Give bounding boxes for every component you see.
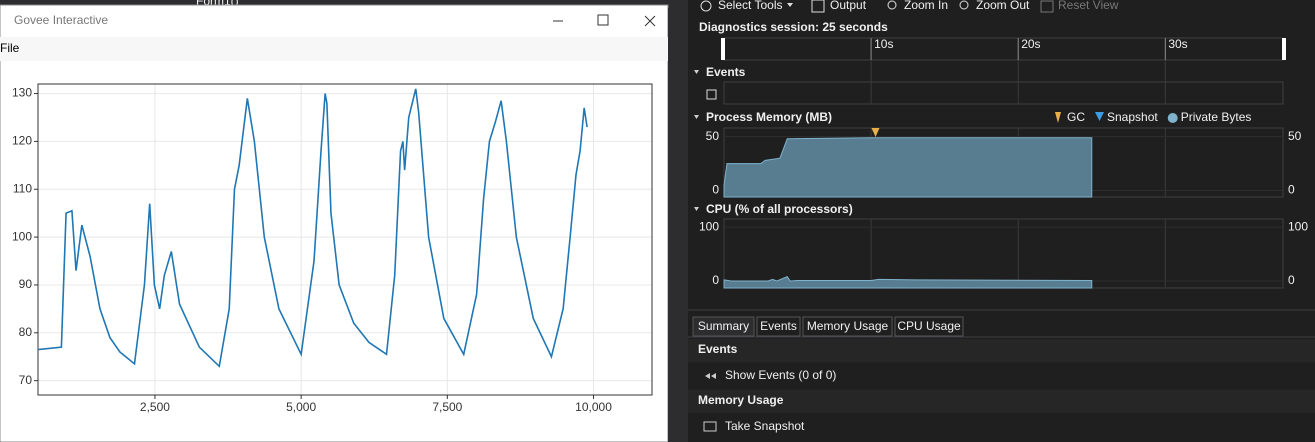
plot-area xyxy=(37,83,653,396)
y2-tick-label: 50 xyxy=(1288,129,1302,143)
tab-label: Summary xyxy=(698,319,749,333)
x-tick-label: 10,000 xyxy=(575,400,612,414)
tab[interactable] xyxy=(756,316,801,337)
menu-item[interactable]: File xyxy=(0,41,20,55)
close-button[interactable] xyxy=(644,15,656,27)
ruler-label: 10s xyxy=(874,37,893,51)
event-marker xyxy=(871,128,880,137)
window xyxy=(0,4,669,442)
legend-label: GC xyxy=(1067,110,1085,124)
tab[interactable] xyxy=(802,316,893,337)
y-tick-label: 0 xyxy=(712,183,719,197)
x-tick-label: 7,500 xyxy=(432,400,462,414)
background-header: Form1() xyxy=(196,0,239,8)
section-title: Events xyxy=(698,342,738,356)
icon xyxy=(706,89,717,100)
y-tick-label: 130 xyxy=(12,86,32,100)
y-tick-label: 110 xyxy=(13,181,32,195)
splitter xyxy=(668,8,688,442)
section-label: Events xyxy=(706,65,746,79)
window-title: Govee Interactive xyxy=(14,13,108,27)
section-header xyxy=(688,339,1315,362)
background-strip xyxy=(0,0,688,8)
y-tick-label: 90 xyxy=(19,277,33,291)
expander[interactable] xyxy=(694,207,699,211)
events-track xyxy=(723,81,1284,105)
tab-label: CPU Usage xyxy=(897,319,961,333)
section-header xyxy=(688,390,1315,413)
icon xyxy=(811,0,825,13)
ruler-handle[interactable] xyxy=(721,38,725,60)
x-tick-label: 5,000 xyxy=(286,400,316,414)
y-tick-label: 0 xyxy=(712,273,719,287)
plot-area xyxy=(723,218,1284,289)
tab[interactable] xyxy=(692,316,755,337)
chart-title: CPU (% of all processors) xyxy=(706,202,853,216)
data-line xyxy=(37,88,588,368)
y2-tick-label: 100 xyxy=(1288,219,1308,233)
y-tick-label: 70 xyxy=(19,373,33,387)
icon xyxy=(703,421,717,432)
toolbar-button[interactable]: Zoom In xyxy=(904,0,948,12)
menu-bar xyxy=(0,37,668,61)
toolbar-button[interactable]: Output xyxy=(830,0,867,12)
y-tick-label: 50 xyxy=(706,129,720,143)
icon xyxy=(887,0,897,10)
tab-label: Memory Usage xyxy=(807,319,889,333)
icon xyxy=(1040,0,1054,13)
tabs: Summary Events Memory Usage CPU Usage xyxy=(692,316,964,337)
toolbar-button[interactable]: Zoom Out xyxy=(976,0,1030,12)
toolbar-button[interactable]: Reset View xyxy=(1058,0,1119,12)
toolbar: Select Tools Output Zoom In Zoom Out Res… xyxy=(700,0,1119,13)
chart-title: Process Memory (MB) xyxy=(706,110,832,124)
y2-tick-label: 0 xyxy=(1288,183,1295,197)
legend-label: Snapshot xyxy=(1107,110,1158,124)
expander[interactable] xyxy=(694,70,699,74)
expander[interactable] xyxy=(694,115,699,119)
y-tick-label: 100 xyxy=(12,229,32,243)
y-tick-label: 120 xyxy=(12,134,32,148)
x-tick-label: 2,500 xyxy=(140,400,170,414)
ruler xyxy=(723,37,1284,61)
y-tick-label: 80 xyxy=(19,325,33,339)
section-action[interactable]: Show Events (0 of 0) xyxy=(725,368,836,382)
y-tick-label: 100 xyxy=(699,219,719,233)
toolbar-button[interactable]: Select Tools xyxy=(718,0,782,12)
ruler-label: 20s xyxy=(1021,37,1040,51)
data-area xyxy=(723,137,1093,198)
tab-label: Events xyxy=(760,319,797,333)
legend-symbol xyxy=(1095,112,1104,121)
legend-symbol xyxy=(1055,112,1061,123)
legend-symbol xyxy=(1167,113,1178,123)
icon xyxy=(700,0,712,12)
section-title: Memory Usage xyxy=(698,393,784,407)
ruler-label: 30s xyxy=(1168,37,1187,51)
ruler-handle[interactable] xyxy=(1282,38,1286,60)
icon xyxy=(787,3,793,7)
data-area xyxy=(723,276,1093,289)
section-action[interactable]: Take Snapshot xyxy=(725,419,805,433)
maximize-button[interactable] xyxy=(597,14,609,26)
icon xyxy=(705,373,716,379)
session-label: Diagnostics session: 25 seconds xyxy=(699,20,888,34)
tab[interactable] xyxy=(894,316,964,337)
legend-label: Private Bytes xyxy=(1181,110,1252,124)
icon xyxy=(959,0,969,10)
y2-tick-label: 0 xyxy=(1288,273,1295,287)
